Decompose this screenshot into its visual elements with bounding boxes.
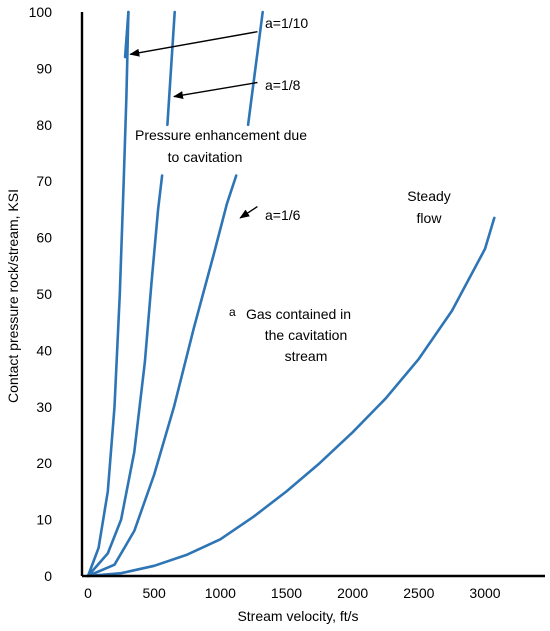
- y-tick-label: 10: [36, 512, 52, 528]
- y-tick-label: 50: [36, 286, 52, 302]
- y-tick-label: 20: [36, 455, 52, 471]
- series-line-4: [123, 10, 130, 59]
- series-line-0: [86, 10, 130, 578]
- y-tick-label: 60: [36, 230, 52, 246]
- gas-note-line-1: Gas contained in: [246, 306, 351, 322]
- x-tick-label: 1500: [271, 585, 302, 601]
- x-tick-label: 2500: [403, 585, 434, 601]
- steady-flow-label-line-1: Steady: [407, 188, 451, 204]
- series-line-3: [86, 216, 496, 578]
- x-tick-label: 0: [84, 585, 92, 601]
- y-tick-labels: 0 10 20 30 40 50 60 70 80 90 100: [29, 4, 53, 584]
- y-tick-label: 70: [36, 173, 52, 189]
- cavitation-note-line-2: to cavitation: [168, 149, 243, 165]
- series-line-1: [86, 174, 164, 578]
- y-axis-title: Contact pressure rock/stream, KSI: [5, 189, 21, 403]
- arrows-layer: [129, 31, 258, 219]
- x-tick-label: 3000: [469, 585, 500, 601]
- y-tick-label: 80: [36, 117, 52, 133]
- x-tick-label: 500: [142, 585, 166, 601]
- series-line-6: [246, 10, 265, 127]
- gas-note-a: a: [229, 305, 236, 319]
- series-line-5: [166, 10, 176, 127]
- cavitation-note-line-1: Pressure enhancement due: [135, 127, 307, 143]
- x-tick-labels: 0 500 1000 1500 2000 2500 3000: [84, 585, 501, 601]
- y-tick-label: 90: [36, 60, 52, 76]
- x-tick-label: 2000: [337, 585, 368, 601]
- annotation-arrow-1: [173, 81, 258, 100]
- steady-flow-label-line-2: flow: [417, 210, 443, 226]
- label-a-1-6: a=1/6: [265, 207, 301, 223]
- gas-note-line-2: the cavitation: [265, 327, 348, 343]
- series-line-2: [86, 174, 238, 578]
- annotation-arrow-2: [239, 206, 258, 219]
- y-tick-label: 100: [29, 4, 53, 20]
- y-tick-label: 30: [36, 399, 52, 415]
- annotation-arrow-0: [129, 31, 258, 57]
- x-tick-label: 1000: [205, 585, 236, 601]
- x-axis-title: Stream velocity, ft/s: [237, 608, 358, 624]
- gas-note-line-3: stream: [285, 348, 328, 364]
- label-a-1-8: a=1/8: [265, 77, 301, 93]
- y-tick-label: 0: [44, 568, 52, 584]
- y-tick-label: 40: [36, 342, 52, 358]
- label-a-1-10: a=1/10: [265, 15, 308, 31]
- series-layer: [86, 10, 496, 578]
- axes-layer: [80, 12, 545, 578]
